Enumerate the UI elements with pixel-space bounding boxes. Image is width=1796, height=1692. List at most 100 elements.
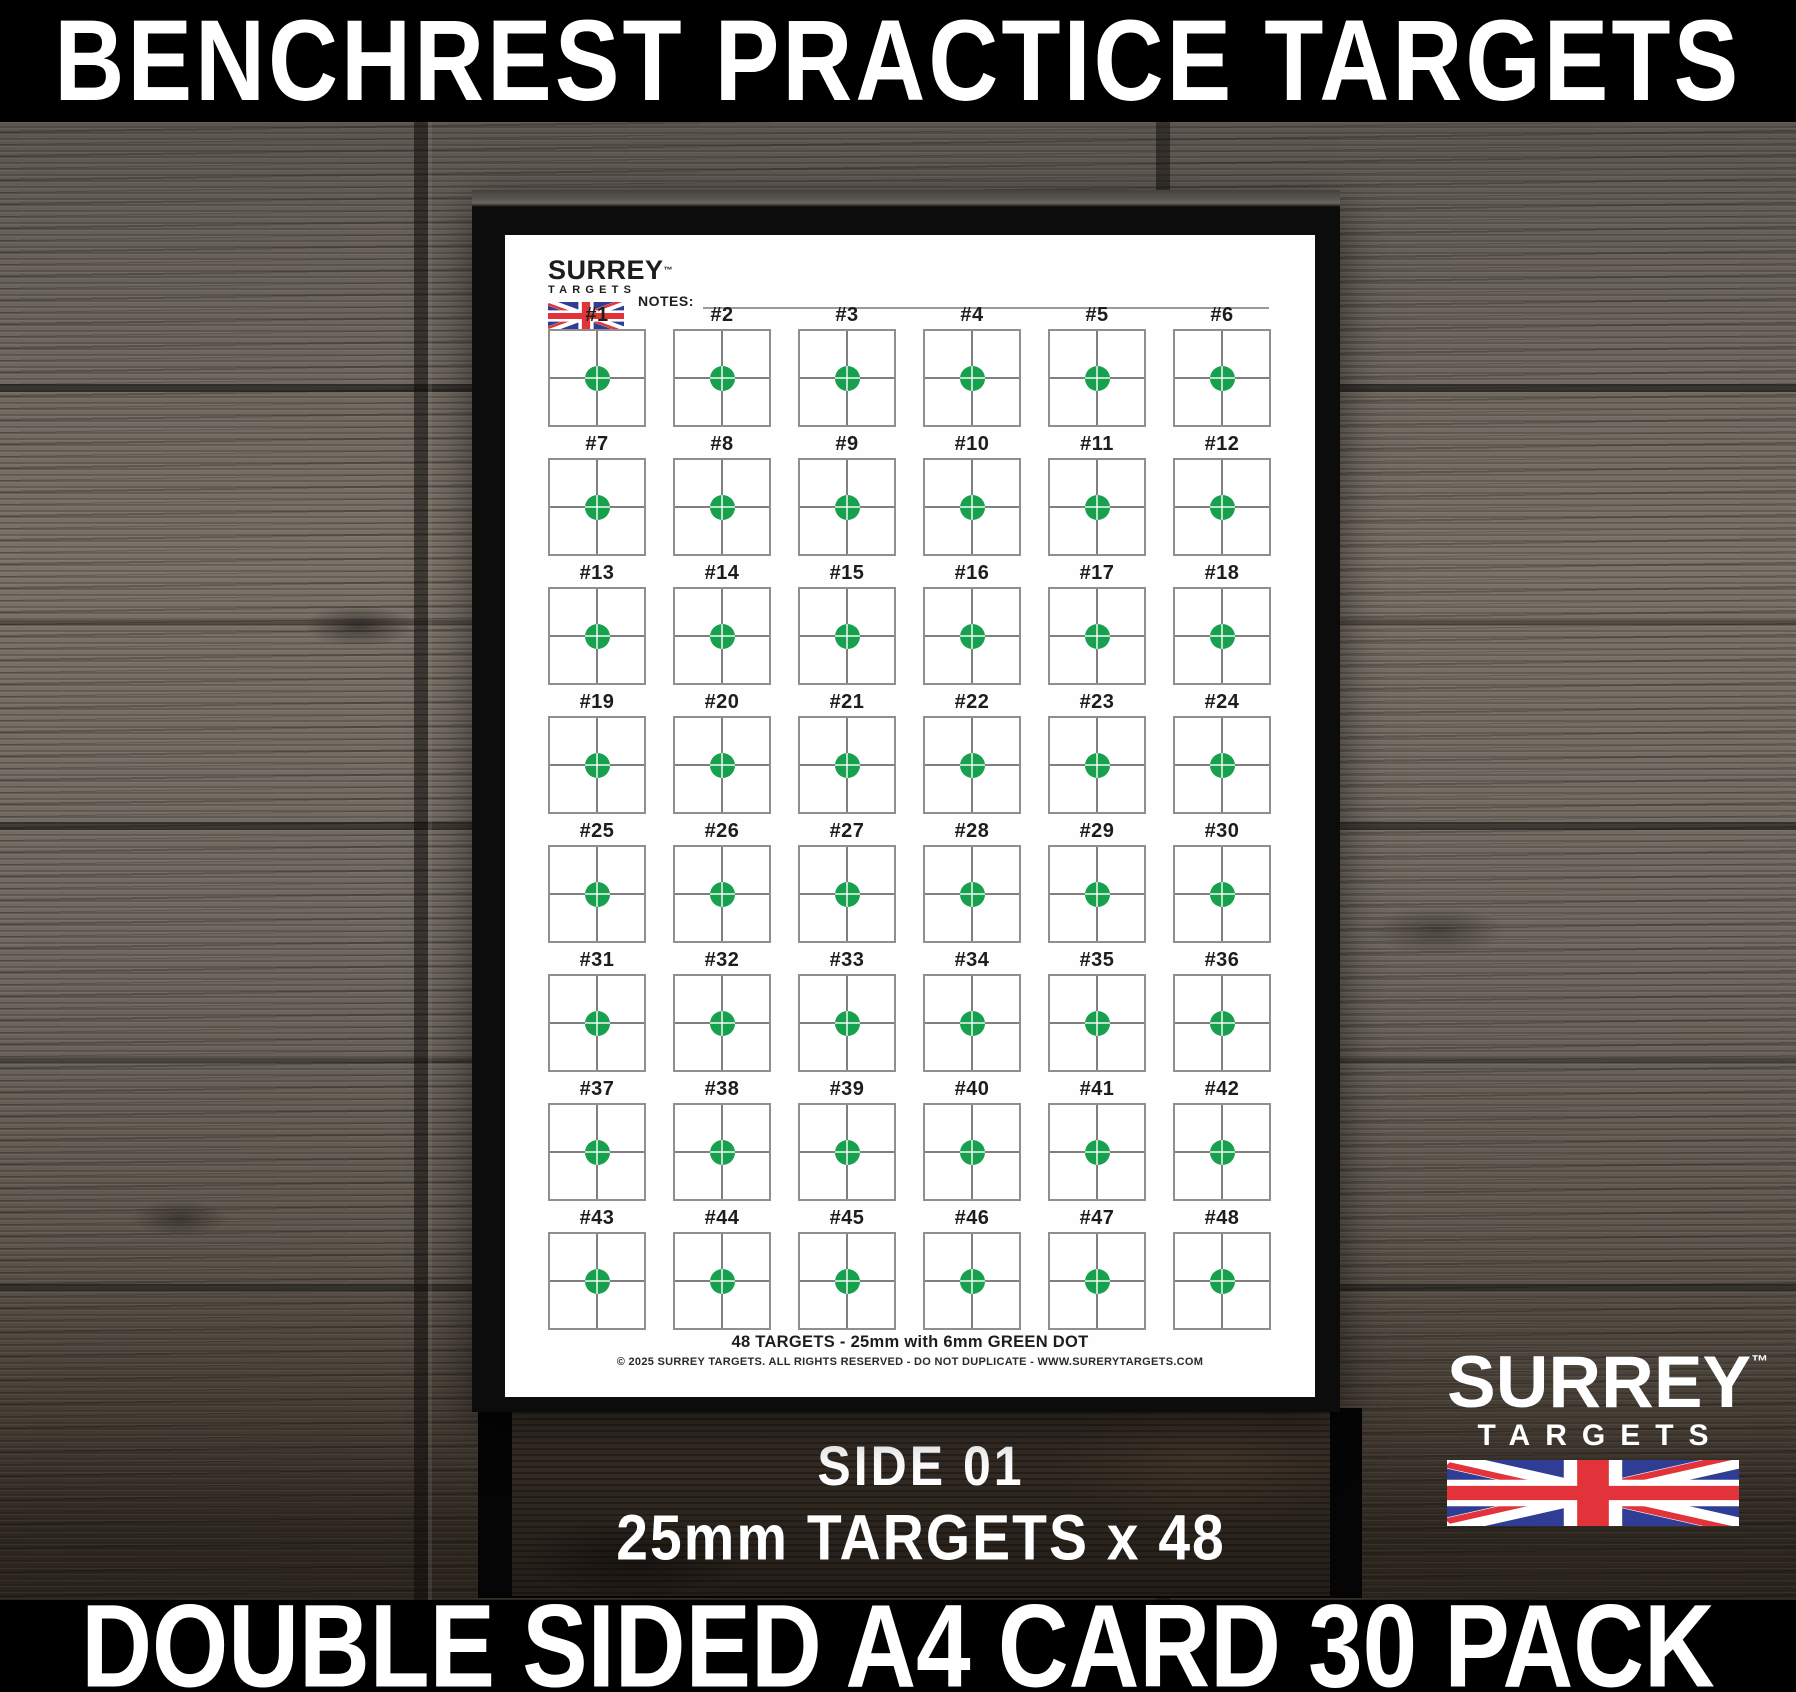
target-cell: #24 — [1173, 690, 1271, 814]
target-cell: #17 — [1048, 561, 1146, 685]
green-dot — [584, 752, 610, 778]
green-dot — [1084, 1268, 1110, 1294]
green-dot — [834, 365, 860, 391]
target-grid: #1 #2 #3 #4 #5 #6 #7 #8 #9 #10 #11 #12 #13 #14 #15 #16 #… — [548, 303, 1271, 1330]
brand-word: SURREY — [548, 255, 664, 285]
green-dot — [584, 623, 610, 649]
target-number: #15 — [829, 562, 865, 584]
caption-spec-label: 25mm TARGETS x 48 — [616, 1502, 1226, 1574]
target-cell: #7 — [548, 432, 646, 556]
bottom-banner: DOUBLE SIDED A4 CARD 30 PACK — [0, 1600, 1796, 1692]
target-number: #31 — [579, 949, 615, 971]
green-dot — [1084, 365, 1110, 391]
target-number: #16 — [954, 562, 990, 584]
target-number: #27 — [829, 820, 865, 842]
target-number: #43 — [579, 1207, 615, 1229]
green-dot — [709, 881, 735, 907]
target-number: #22 — [954, 691, 990, 713]
target-number: #14 — [704, 562, 740, 584]
target-cell: #41 — [1048, 1077, 1146, 1201]
target-square — [1173, 974, 1271, 1072]
caption-side-label: SIDE 01 — [817, 1434, 1025, 1498]
top-banner-title: BENCHREST PRACTICE TARGETS — [54, 0, 1742, 122]
target-square — [798, 845, 896, 943]
target-square — [1173, 329, 1271, 427]
top-banner: BENCHREST PRACTICE TARGETS — [0, 0, 1796, 122]
target-number: #12 — [1204, 433, 1240, 455]
target-cell: #22 — [923, 690, 1021, 814]
target-square — [548, 1232, 646, 1330]
target-cell: #15 — [798, 561, 896, 685]
target-square — [923, 587, 1021, 685]
target-cell: #9 — [798, 432, 896, 556]
green-dot — [1209, 623, 1235, 649]
notes-label: NOTES: — [638, 293, 694, 309]
target-cell: #47 — [1048, 1206, 1146, 1330]
target-square — [1173, 1232, 1271, 1330]
bottom-banner-title: DOUBLE SIDED A4 CARD 30 PACK — [81, 1600, 1715, 1692]
target-number: #38 — [704, 1078, 740, 1100]
brand-badge: SURREY™ TARGETS — [1447, 1346, 1768, 1526]
target-number: #6 — [1210, 304, 1234, 326]
notes-row: NOTES: — [638, 293, 1269, 309]
target-square — [673, 329, 771, 427]
target-number: #24 — [1204, 691, 1240, 713]
target-number: #34 — [954, 949, 990, 971]
green-dot — [709, 494, 735, 520]
target-cell: #38 — [673, 1077, 771, 1201]
target-number: #39 — [829, 1078, 865, 1100]
target-cell: #1 — [548, 303, 646, 427]
target-square — [1173, 716, 1271, 814]
green-dot — [959, 1139, 985, 1165]
target-cell: #37 — [548, 1077, 646, 1201]
target-number: #8 — [710, 433, 734, 455]
target-cell: #18 — [1173, 561, 1271, 685]
target-cell: #27 — [798, 819, 896, 943]
target-cell: #32 — [673, 948, 771, 1072]
target-square — [798, 1103, 896, 1201]
green-dot — [959, 1010, 985, 1036]
green-dot — [1209, 752, 1235, 778]
target-square — [1048, 716, 1146, 814]
target-cell: #26 — [673, 819, 771, 943]
target-cell: #4 — [923, 303, 1021, 427]
target-square — [1173, 1103, 1271, 1201]
target-cell: #21 — [798, 690, 896, 814]
target-square — [798, 587, 896, 685]
target-cell: #44 — [673, 1206, 771, 1330]
target-number: #33 — [829, 949, 865, 971]
target-number: #23 — [1079, 691, 1115, 713]
target-number: #32 — [704, 949, 740, 971]
target-number: #42 — [1204, 1078, 1240, 1100]
target-square — [1048, 329, 1146, 427]
target-cell: #10 — [923, 432, 1021, 556]
green-dot — [834, 1010, 860, 1036]
target-square — [1048, 587, 1146, 685]
green-dot — [709, 1139, 735, 1165]
notes-writing-line — [702, 293, 1269, 309]
target-number: #5 — [1085, 304, 1109, 326]
green-dot — [584, 494, 610, 520]
green-dot — [584, 1139, 610, 1165]
target-number: #45 — [829, 1207, 865, 1229]
target-cell: #39 — [798, 1077, 896, 1201]
sheet-footer: 48 TARGETS - 25mm with 6mm GREEN DOT © 2… — [505, 1333, 1315, 1368]
target-number: #35 — [1079, 949, 1115, 971]
green-dot — [834, 881, 860, 907]
target-cell: #3 — [798, 303, 896, 427]
target-square — [1173, 587, 1271, 685]
green-dot — [1084, 623, 1110, 649]
target-cell: #11 — [1048, 432, 1146, 556]
target-cell: #45 — [798, 1206, 896, 1330]
green-dot — [1209, 881, 1235, 907]
target-square — [548, 974, 646, 1072]
target-cell: #16 — [923, 561, 1021, 685]
target-number: #2 — [710, 304, 734, 326]
target-number: #40 — [954, 1078, 990, 1100]
green-dot — [959, 752, 985, 778]
sheet-brand-sub: TARGETS — [548, 284, 637, 296]
target-square — [673, 1103, 771, 1201]
target-cell: #43 — [548, 1206, 646, 1330]
target-number: #1 — [585, 304, 609, 326]
target-number: #4 — [960, 304, 984, 326]
